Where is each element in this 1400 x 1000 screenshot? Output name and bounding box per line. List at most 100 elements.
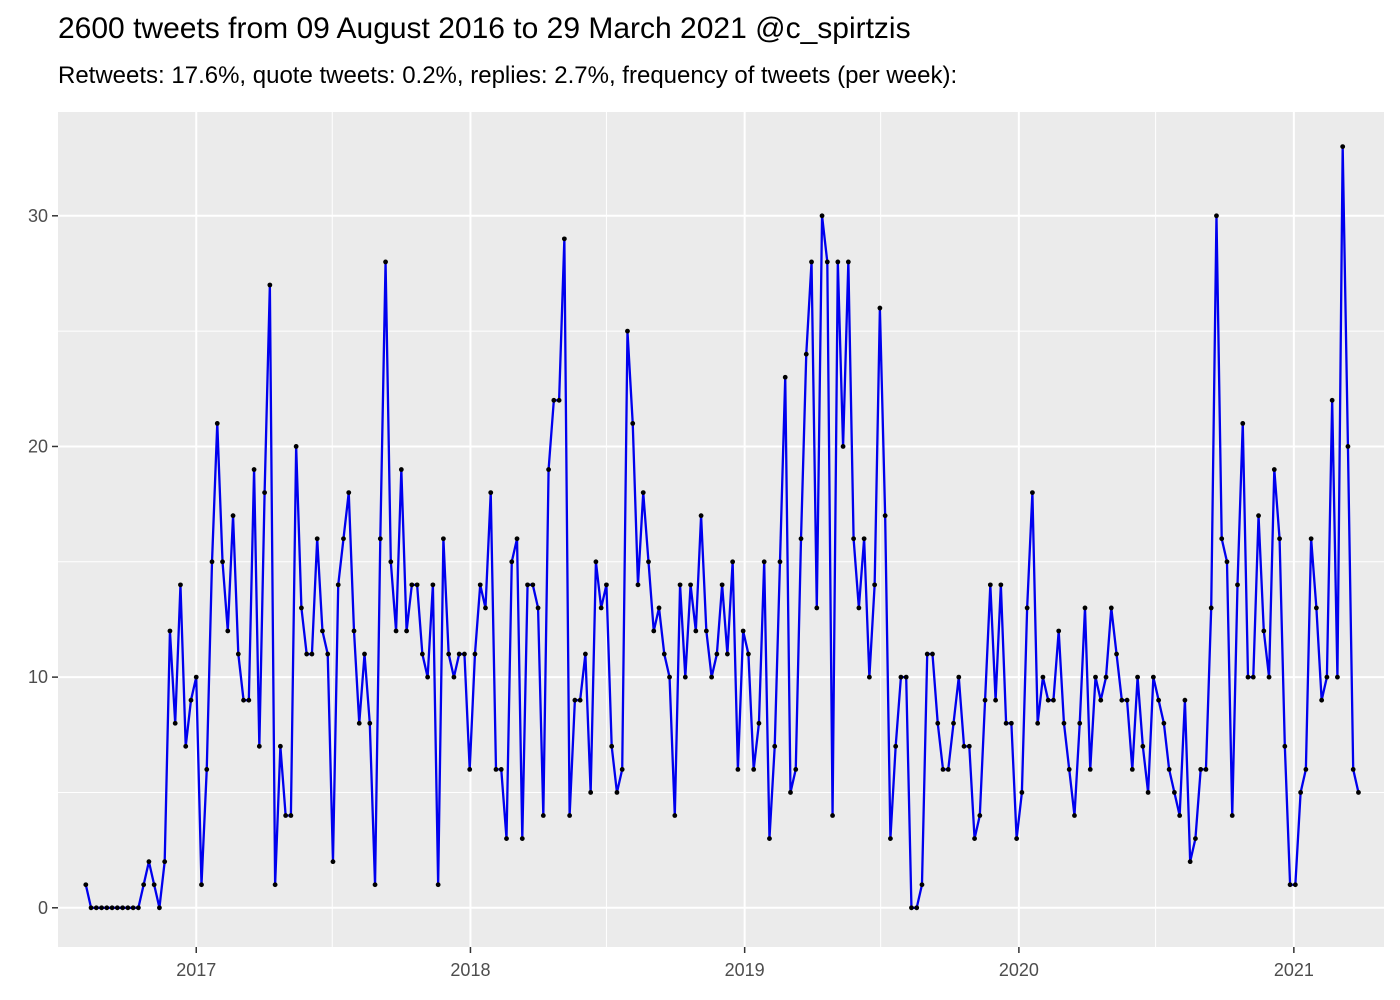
- data-point: [451, 674, 457, 680]
- data-point: [1266, 674, 1272, 680]
- data-point: [178, 582, 183, 588]
- data-point: [241, 697, 246, 703]
- data-point: [1324, 674, 1330, 680]
- data-point: [1240, 421, 1246, 426]
- data-point: [488, 490, 494, 495]
- data-point: [1040, 674, 1046, 680]
- data-point: [709, 674, 715, 680]
- data-point: [477, 582, 483, 588]
- data-point: [1066, 766, 1072, 772]
- y-axis-labels: 0 10 20 30: [28, 206, 48, 918]
- data-point: [351, 628, 357, 634]
- data-point: [1340, 144, 1346, 150]
- data-point: [404, 628, 409, 634]
- data-point: [514, 536, 520, 542]
- data-point: [1035, 720, 1041, 726]
- major-gridlines: [58, 112, 1384, 947]
- data-point: [1198, 766, 1204, 772]
- data-point: [977, 813, 983, 818]
- data-point: [1098, 697, 1104, 703]
- data-point: [803, 351, 809, 357]
- data-point: [546, 467, 551, 472]
- data-point: [798, 536, 804, 542]
- data-point: [498, 766, 504, 772]
- data-point: [756, 720, 762, 726]
- data-point: [1203, 766, 1209, 772]
- data-point: [1345, 444, 1351, 449]
- data-point: [540, 813, 546, 818]
- data-point: [356, 720, 362, 726]
- data-point: [1140, 743, 1146, 749]
- data-point: [467, 766, 473, 772]
- data-point: [840, 444, 846, 449]
- data-point: [188, 697, 194, 703]
- data-point: [1108, 605, 1114, 611]
- data-point: [746, 651, 751, 657]
- data-point: [824, 259, 830, 265]
- data-point: [656, 605, 662, 611]
- data-point: [987, 582, 993, 588]
- data-point: [882, 513, 888, 519]
- data-point: [1045, 697, 1051, 703]
- data-point: [530, 582, 536, 588]
- data-point: [698, 513, 704, 519]
- data-point: [751, 766, 757, 772]
- data-point: [667, 674, 672, 680]
- data-point: [330, 859, 336, 865]
- data-point: [1051, 697, 1056, 703]
- data-point: [788, 790, 793, 795]
- data-point: [199, 882, 204, 888]
- data-point: [772, 743, 778, 749]
- data-point: [1313, 605, 1319, 611]
- x-tick-label: 2018: [450, 960, 490, 980]
- data-point: [924, 651, 930, 657]
- data-point: [456, 651, 462, 657]
- data-point: [998, 582, 1004, 588]
- data-point: [830, 813, 835, 818]
- data-point: [151, 882, 157, 888]
- data-point: [872, 582, 878, 588]
- y-tick-label: 0: [38, 898, 48, 918]
- chart-subtitle: Retweets: 17.6%, quote tweets: 0.2%, rep…: [58, 62, 958, 89]
- data-point: [1082, 605, 1088, 611]
- data-point: [304, 651, 310, 657]
- data-point: [1224, 559, 1230, 565]
- data-point: [625, 328, 630, 334]
- data-point: [1356, 790, 1361, 795]
- data-point: [135, 905, 141, 911]
- data-point: [1292, 882, 1298, 888]
- data-point: [903, 674, 909, 680]
- data-point: [598, 605, 604, 611]
- data-point: [409, 582, 415, 588]
- data-point: [293, 444, 299, 449]
- data-point: [204, 766, 210, 772]
- data-point: [888, 836, 893, 841]
- data-point: [398, 467, 404, 472]
- data-point: [235, 651, 241, 657]
- data-point: [277, 743, 283, 749]
- data-point: [572, 697, 578, 703]
- data-point: [1277, 536, 1282, 542]
- data-point: [1329, 397, 1335, 403]
- data-point: [935, 720, 941, 726]
- data-point: [1245, 674, 1251, 680]
- data-point: [814, 605, 820, 611]
- data-point: [619, 766, 625, 772]
- data-point: [1003, 720, 1009, 726]
- data-point: [114, 905, 120, 911]
- data-point: [1030, 490, 1035, 495]
- data-point: [335, 582, 341, 588]
- data-point: [430, 582, 436, 588]
- data-point: [1008, 720, 1014, 726]
- data-point: [246, 697, 252, 703]
- data-point: [714, 651, 720, 657]
- data-point: [183, 743, 189, 749]
- data-point: [1271, 467, 1277, 472]
- data-point: [1061, 720, 1067, 726]
- plot-panel: [58, 112, 1384, 947]
- x-tick-label: 2021: [1274, 960, 1314, 980]
- data-point: [951, 720, 956, 726]
- data-point: [346, 490, 352, 495]
- data-point: [393, 628, 399, 634]
- data-point: [877, 305, 883, 311]
